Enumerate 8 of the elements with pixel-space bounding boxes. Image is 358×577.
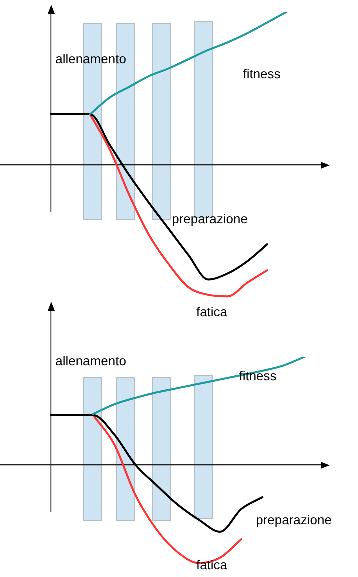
series-label: fitness	[239, 368, 278, 384]
annotation: allenamento	[56, 354, 126, 369]
text: fitness	[243, 66, 282, 82]
series-label: fatica	[196, 304, 228, 320]
annotation: allenamento	[56, 52, 126, 67]
series-label: preparazione	[172, 212, 248, 227]
series-label: fatica	[196, 558, 228, 573]
series-label: preparazione	[256, 512, 332, 528]
